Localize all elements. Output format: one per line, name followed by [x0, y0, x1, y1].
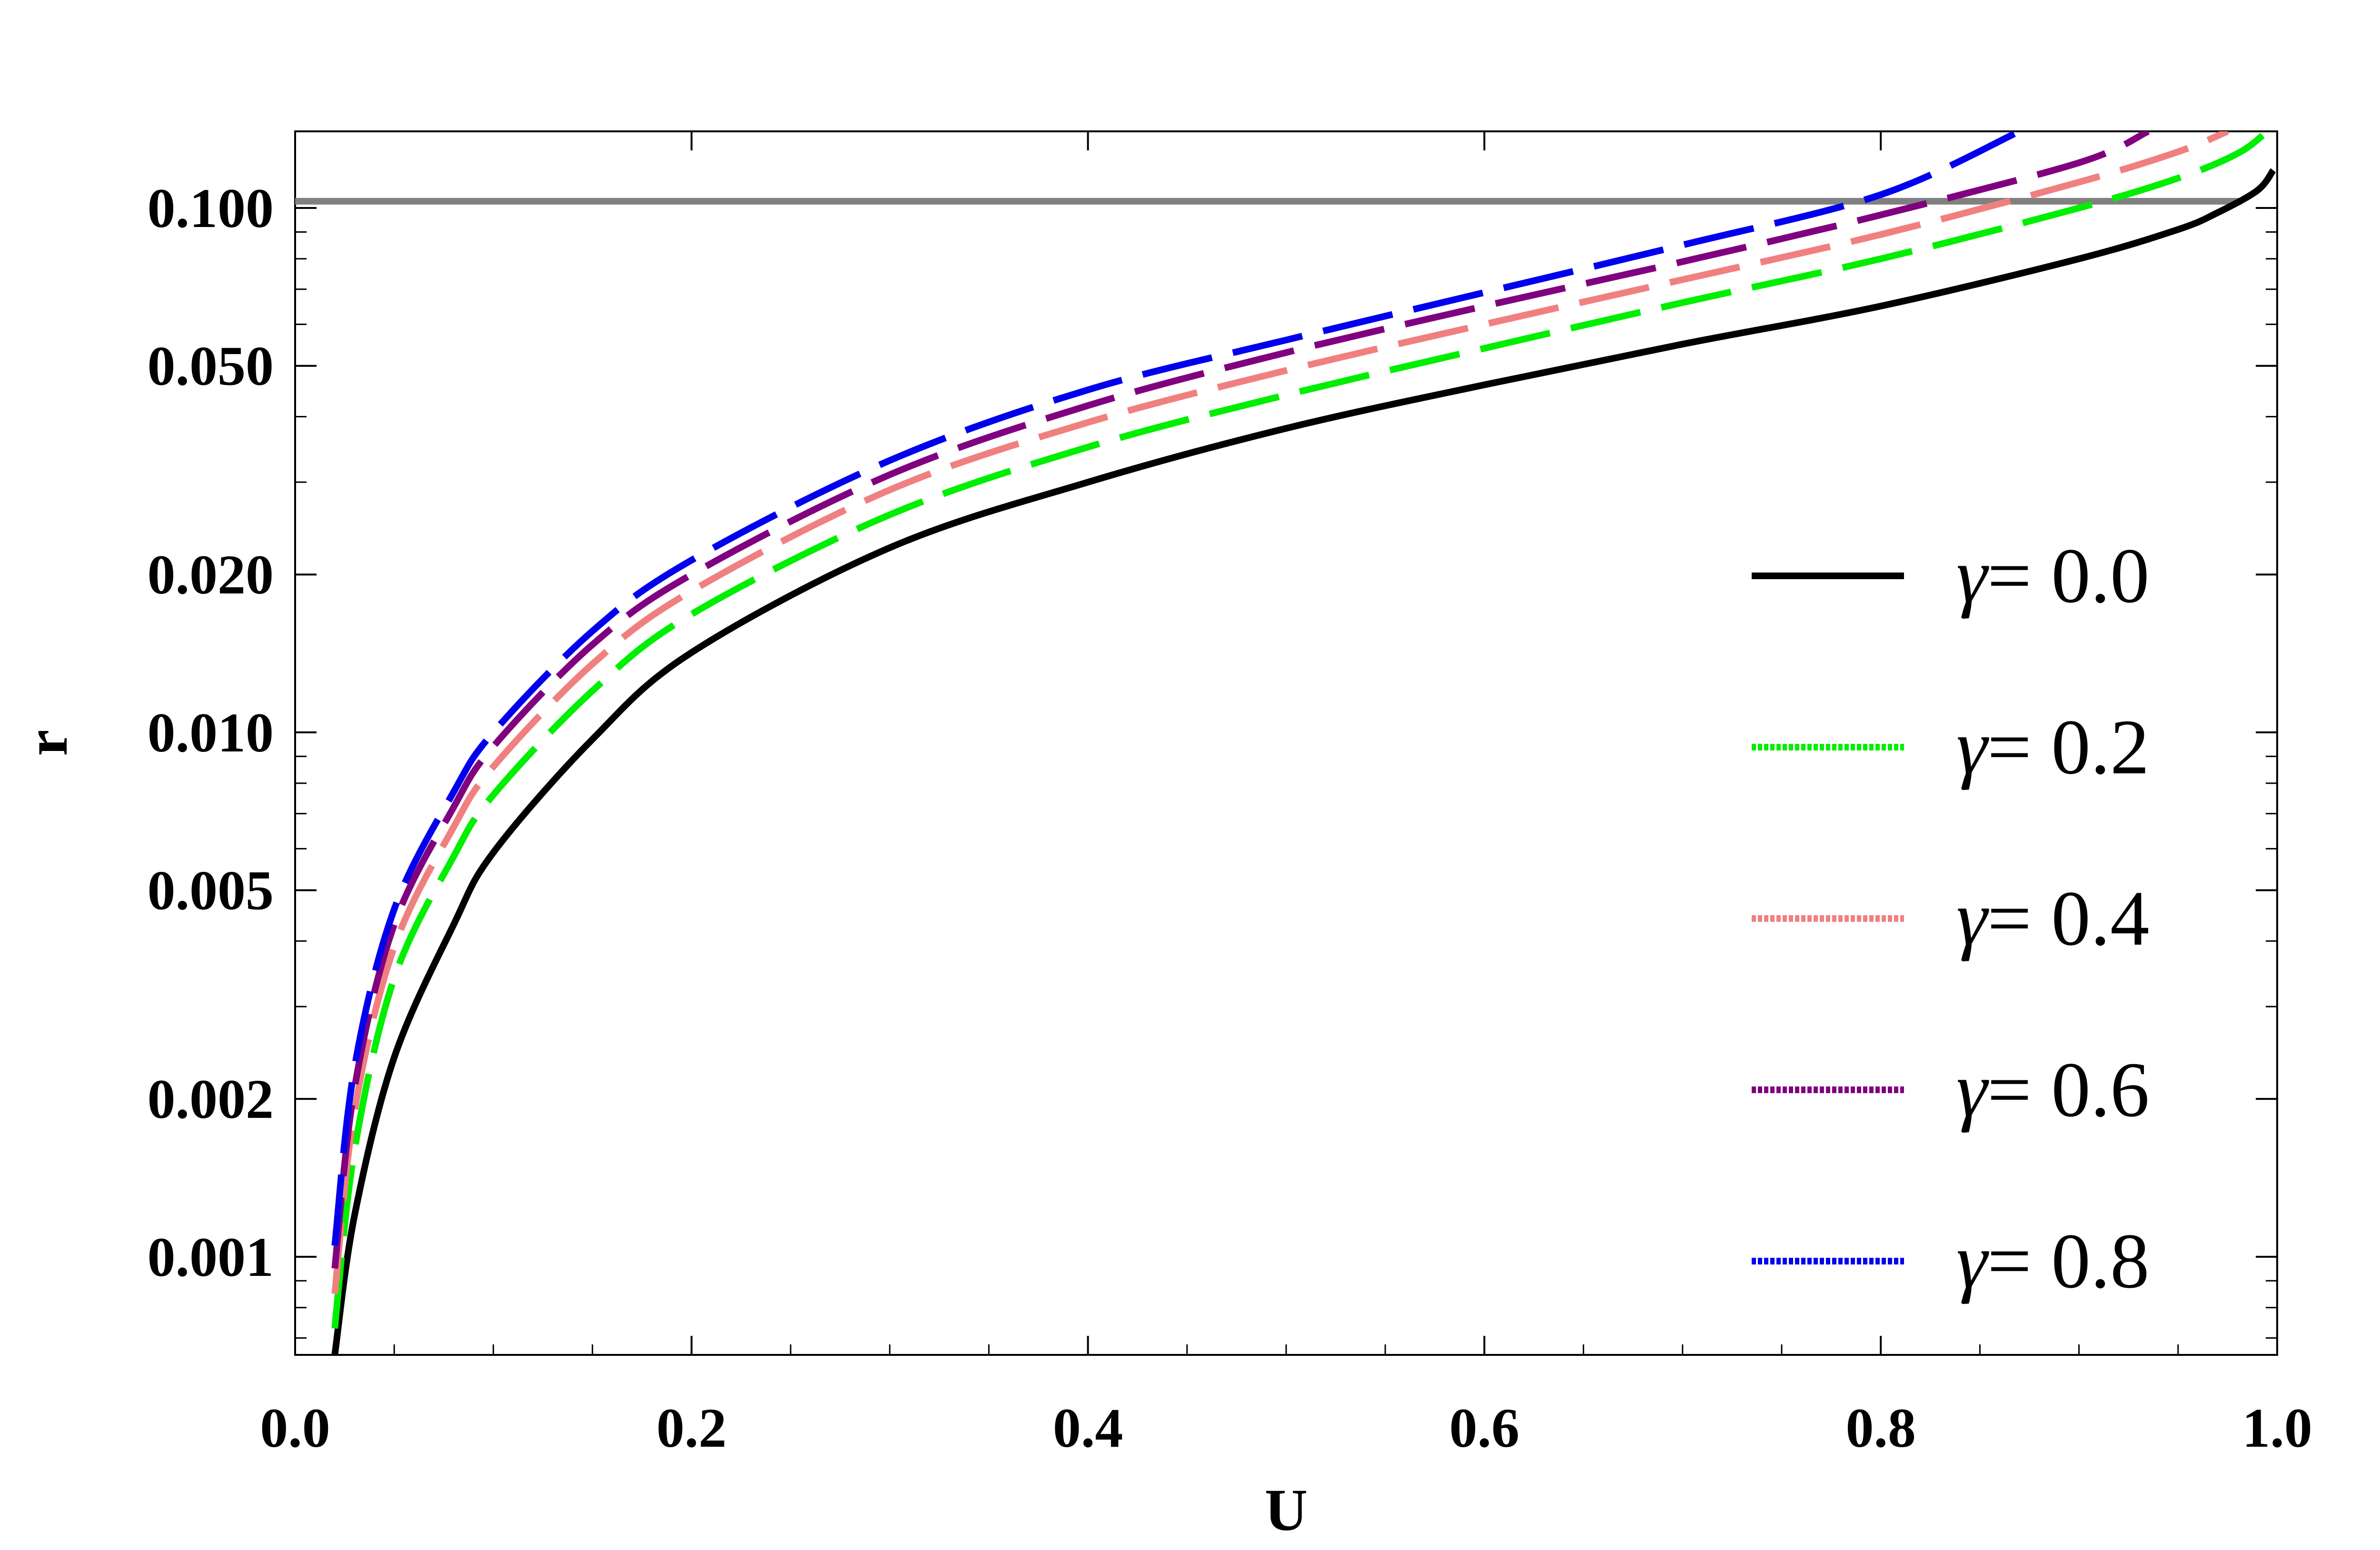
legend-label-2: γ= 0.4	[1956, 875, 2150, 962]
legend-symbol: γ	[1956, 875, 1989, 962]
y-tick-label: 0.020	[148, 543, 274, 606]
series-lines	[331, 131, 2276, 1355]
legend-value: = 0.8	[1987, 1217, 2150, 1304]
axis-ticks	[294, 131, 2278, 1355]
legend-value: = 0.2	[1987, 703, 2150, 790]
series-line-4	[331, 131, 2021, 1246]
x-tick-label: 1.0	[2242, 1397, 2312, 1459]
tick-labels: 0.0 0.2 0.4 0.6 0.8 1.0 0.001 0.002 0.005 0.010 0.…	[148, 177, 2312, 1459]
legend-label-1: γ= 0.2	[1956, 703, 2150, 790]
x-tick-label: 0.2	[656, 1397, 727, 1459]
legend-value: = 0.4	[1987, 875, 2150, 962]
y-tick-label: 0.001	[148, 1226, 274, 1288]
x-axis-title: U	[1265, 1478, 1308, 1543]
legend-value: = 0.6	[1987, 1046, 2150, 1133]
x-tick-label: 0.0	[260, 1397, 330, 1459]
x-tick-label: 0.8	[1845, 1397, 1916, 1459]
y-axis-title: r	[14, 730, 80, 756]
legend-symbol: γ	[1956, 532, 1989, 619]
legend-label-4: γ= 0.8	[1956, 1217, 2150, 1304]
x-tick-label: 0.6	[1449, 1397, 1520, 1459]
series-line-1	[331, 131, 2270, 1329]
x-tick-label: 0.4	[1053, 1397, 1123, 1459]
legend: γ= 0.0γ= 0.2γ= 0.4γ= 0.6γ= 0.8	[1752, 532, 2150, 1304]
y-tick-label: 0.100	[148, 177, 274, 239]
legend-value: = 0.0	[1987, 532, 2150, 619]
series-line-0	[331, 168, 2276, 1355]
y-tick-label: 0.002	[148, 1068, 274, 1130]
legend-label-0: γ= 0.0	[1956, 532, 2150, 619]
legend-symbol: γ	[1956, 1046, 1989, 1133]
y-tick-label: 0.005	[148, 859, 274, 922]
legend-symbol: γ	[1956, 1217, 1989, 1304]
y-tick-label: 0.050	[148, 335, 274, 397]
legend-symbol: γ	[1956, 703, 1989, 790]
series-line-3	[331, 131, 2150, 1269]
y-tick-label: 0.010	[148, 701, 274, 764]
legend-label-3: γ= 0.6	[1956, 1046, 2150, 1133]
series-line-2	[331, 131, 2229, 1294]
